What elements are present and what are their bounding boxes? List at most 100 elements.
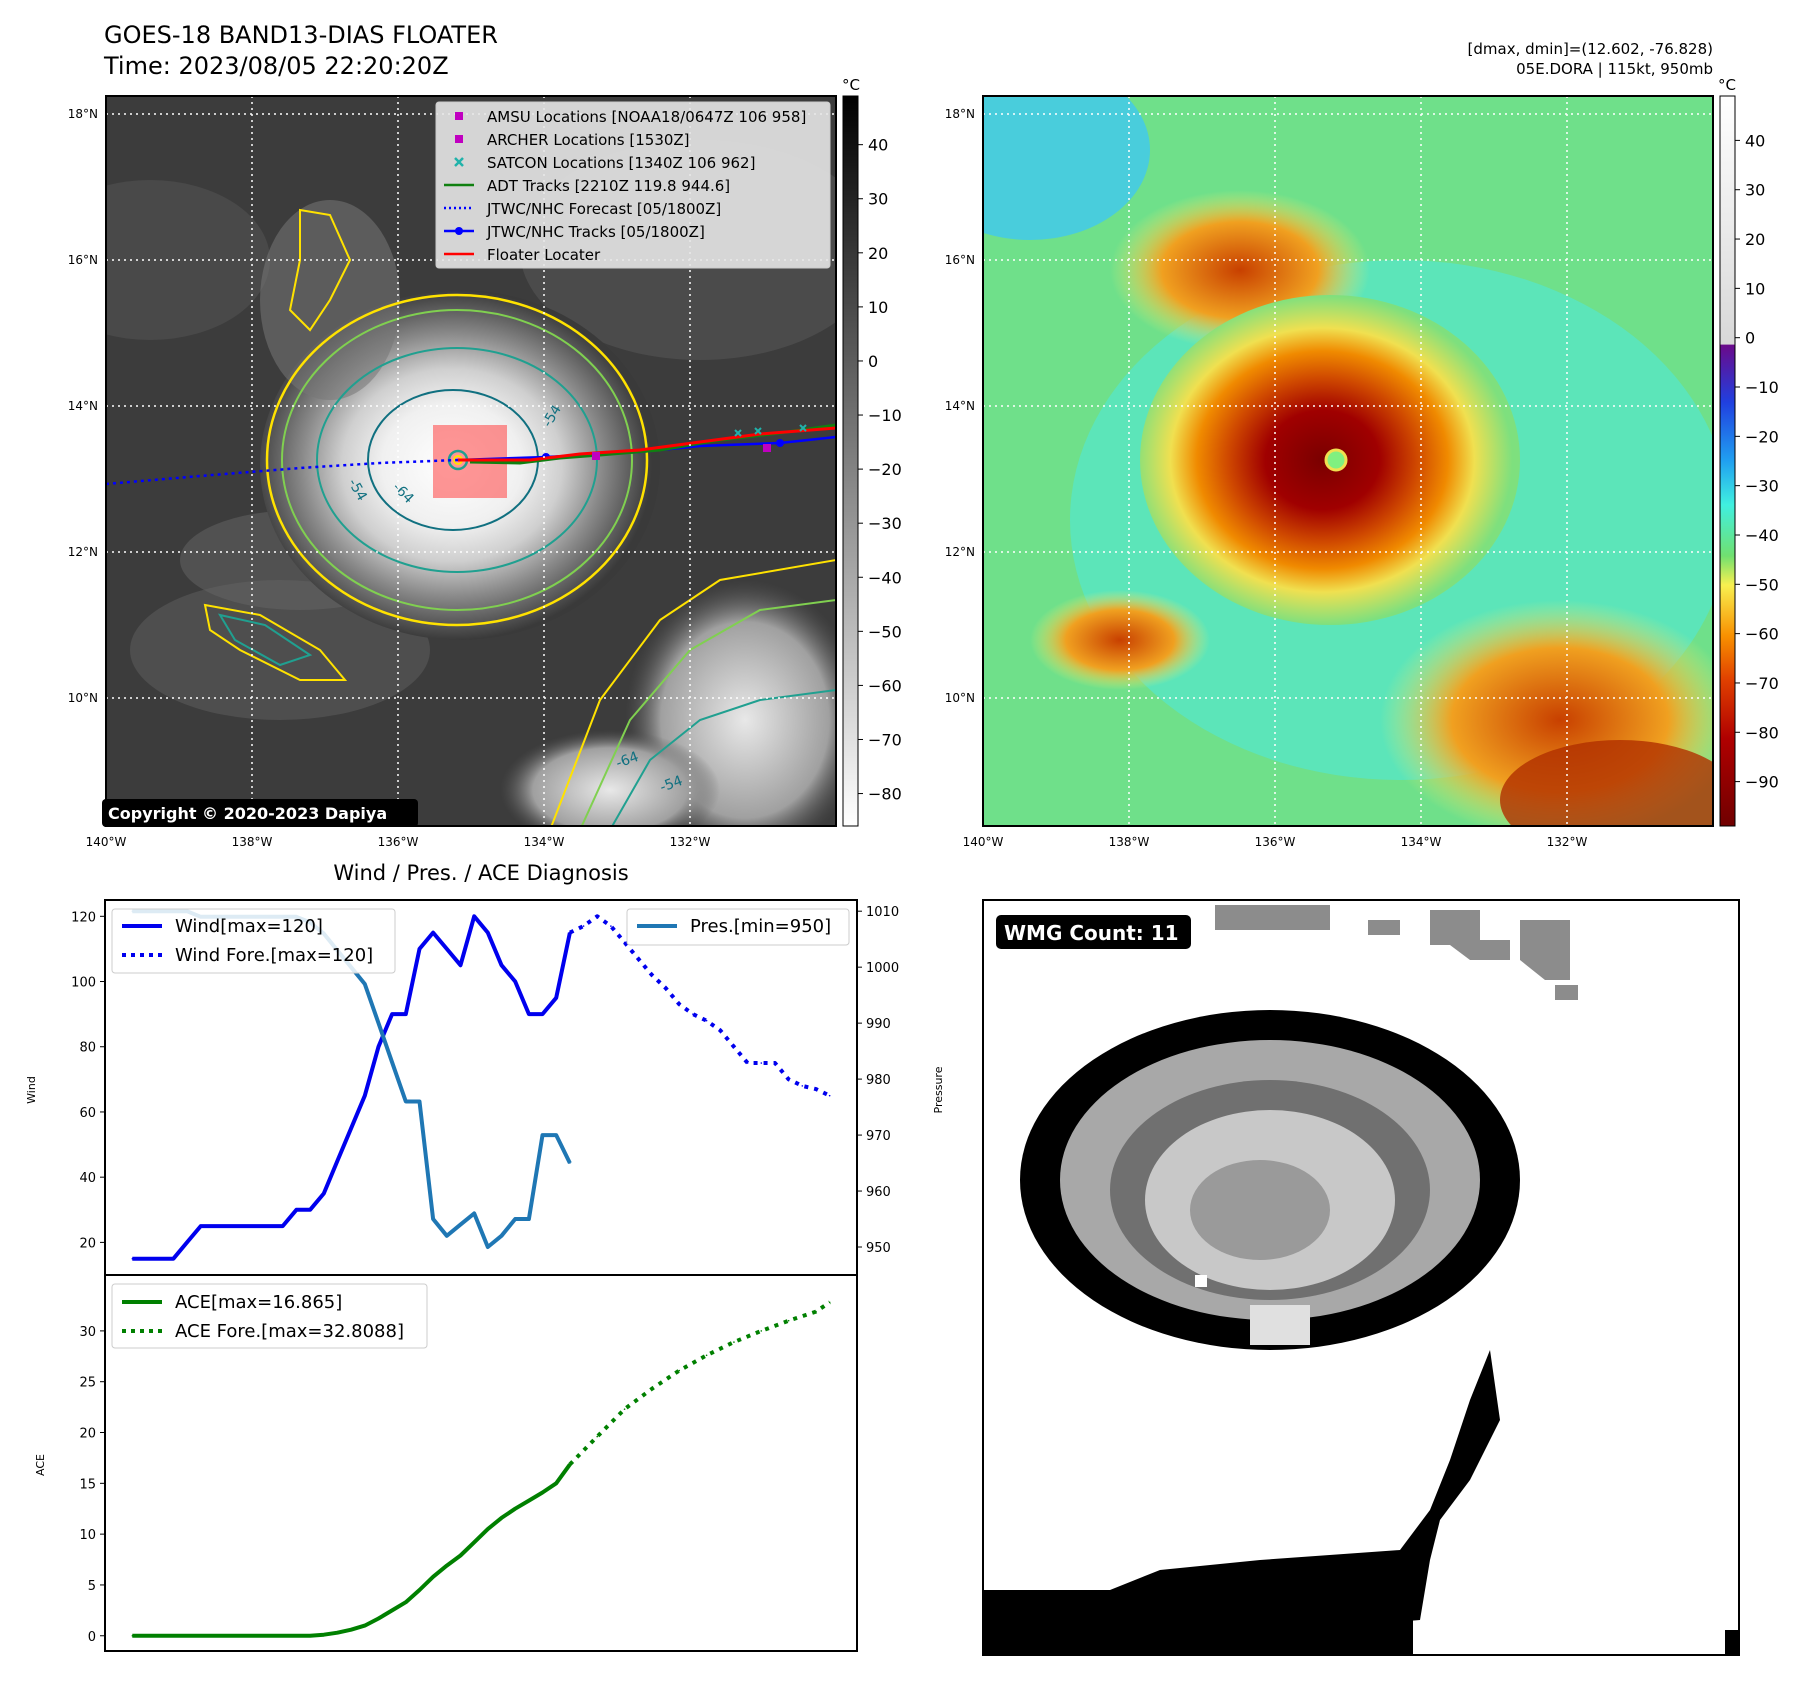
satcon-marker-icon [454,157,464,167]
data-point [528,1499,530,1502]
data-point [377,1022,380,1024]
lon-label: 134°W [524,835,565,849]
legend-wind-fore: Wind Fore.[max=120] [175,945,373,966]
copyright-badge [102,799,418,827]
colorbar-tick-label: −80 [868,785,902,804]
data-point [322,1633,325,1636]
axis-tick-label: 20 [79,1427,96,1442]
data-point [555,1134,557,1136]
data-point [801,1085,804,1087]
timestamp-label: Time: 2023/08/05 22:20:20Z [103,52,449,80]
axis-tick-label: 60 [79,1106,96,1121]
series-line [132,1463,572,1638]
map-legend: AMSU Locations [NOAA18/0647Z 106 958] AR… [435,101,831,269]
data-point [678,1003,681,1006]
data-point [787,1319,790,1322]
data-point [528,1218,530,1220]
data-point [377,1617,380,1620]
data-point [705,1019,708,1022]
data-point [336,1160,339,1162]
data-point [514,1218,516,1220]
data-point [418,948,421,950]
colorbar-tick-label: 0 [868,352,878,371]
colorbar-tick-label: −70 [1745,674,1779,693]
contour-label: -54 [658,773,685,796]
wmg-badge [996,915,1191,949]
legend-satcon: SATCON Locations [1340Z 106 962] [487,154,755,172]
colorbar-tick-label: 40 [868,136,888,155]
lat-label: 18°N [68,107,98,121]
colorbar-tick-label: 10 [868,298,888,317]
data-point [705,1354,708,1357]
lat-label: 14°N [945,399,975,413]
colorbar-tick-label: 20 [1745,230,1765,249]
data-point [295,1634,298,1637]
lat-label: 16°N [68,253,98,267]
lat-label: 10°N [945,691,975,705]
data-point [500,1517,503,1519]
data-point [692,1013,694,1015]
axis-tick-label: 5 [88,1579,96,1594]
data-point [569,1463,571,1466]
data-point [473,1541,475,1544]
lat-label: 12°N [945,545,975,559]
data-point [405,1601,407,1604]
lat-label: 18°N [945,107,975,121]
data-point [432,1218,434,1220]
data-point [432,1576,434,1578]
data-point [405,1013,407,1015]
data-point [774,1062,776,1064]
colorbar-tick-label: −40 [1745,526,1779,545]
colorbar-tick-label: 30 [1745,181,1765,200]
color-map-frame [982,95,1714,827]
stats-line1: [dmax, dmin]=(12.602, -76.828) [1468,40,1713,58]
colorbar-tick-label: −20 [1745,427,1779,446]
data-point [377,1045,380,1048]
lon-label: 134°W [1401,835,1442,849]
data-point [158,1257,161,1260]
colorbar-tick-label: 40 [1745,131,1765,150]
pressure-legend: Pres.[min=950] [626,908,850,946]
data-point [815,1310,817,1313]
data-point [446,1235,448,1237]
data-point [145,1257,147,1260]
axis-tick-label: 30 [79,1325,96,1340]
data-point [213,1634,216,1637]
legend-amsu: AMSU Locations [NOAA18/0647Z 106 958] [487,108,806,126]
data-point [733,1341,735,1343]
data-point [405,1100,407,1103]
color-eye [1324,448,1348,472]
legend-ace-fore: ACE Fore.[max=32.8088] [175,1321,404,1342]
colorbar-tick-label: 30 [868,190,888,209]
data-point [186,1241,188,1244]
lat-label: 10°N [68,691,98,705]
data-point [363,983,366,985]
axis-tick-label: 100 [71,976,96,991]
colorbar-tick-label: 0 [1745,329,1755,348]
data-point [815,1088,817,1090]
amsu-marker-icon [455,112,463,120]
data-point [760,1330,763,1332]
data-point [446,948,448,950]
gray-map-frame [105,95,837,827]
data-point [350,1628,352,1631]
axis-tick-label: 990 [866,1017,891,1032]
data-point [391,1061,393,1064]
lon-label: 132°W [1547,835,1588,849]
lat-label: 12°N [68,545,98,559]
data-point [473,1212,475,1215]
gray-colorbar-unit: °C [842,76,860,94]
axis-tick-label: 80 [79,1041,96,1056]
data-point [309,1634,311,1637]
data-point [596,1435,599,1438]
diagnosis-title: Wind / Pres. / ACE Diagnosis [333,861,628,885]
color-ir-map [983,96,1713,826]
gray-colorbar [842,95,859,827]
data-point [158,1634,161,1637]
legend-nhc-tracks: JTWC/NHC Tracks [05/1800Z] [486,223,705,241]
lon-label: 140°W [86,835,127,849]
data-point [391,1013,393,1015]
axis-tick-label: 15 [79,1477,96,1492]
legend-forecast: JTWC/NHC Forecast [05/1800Z] [486,200,721,218]
axis-tick-label: 40 [79,1171,96,1186]
